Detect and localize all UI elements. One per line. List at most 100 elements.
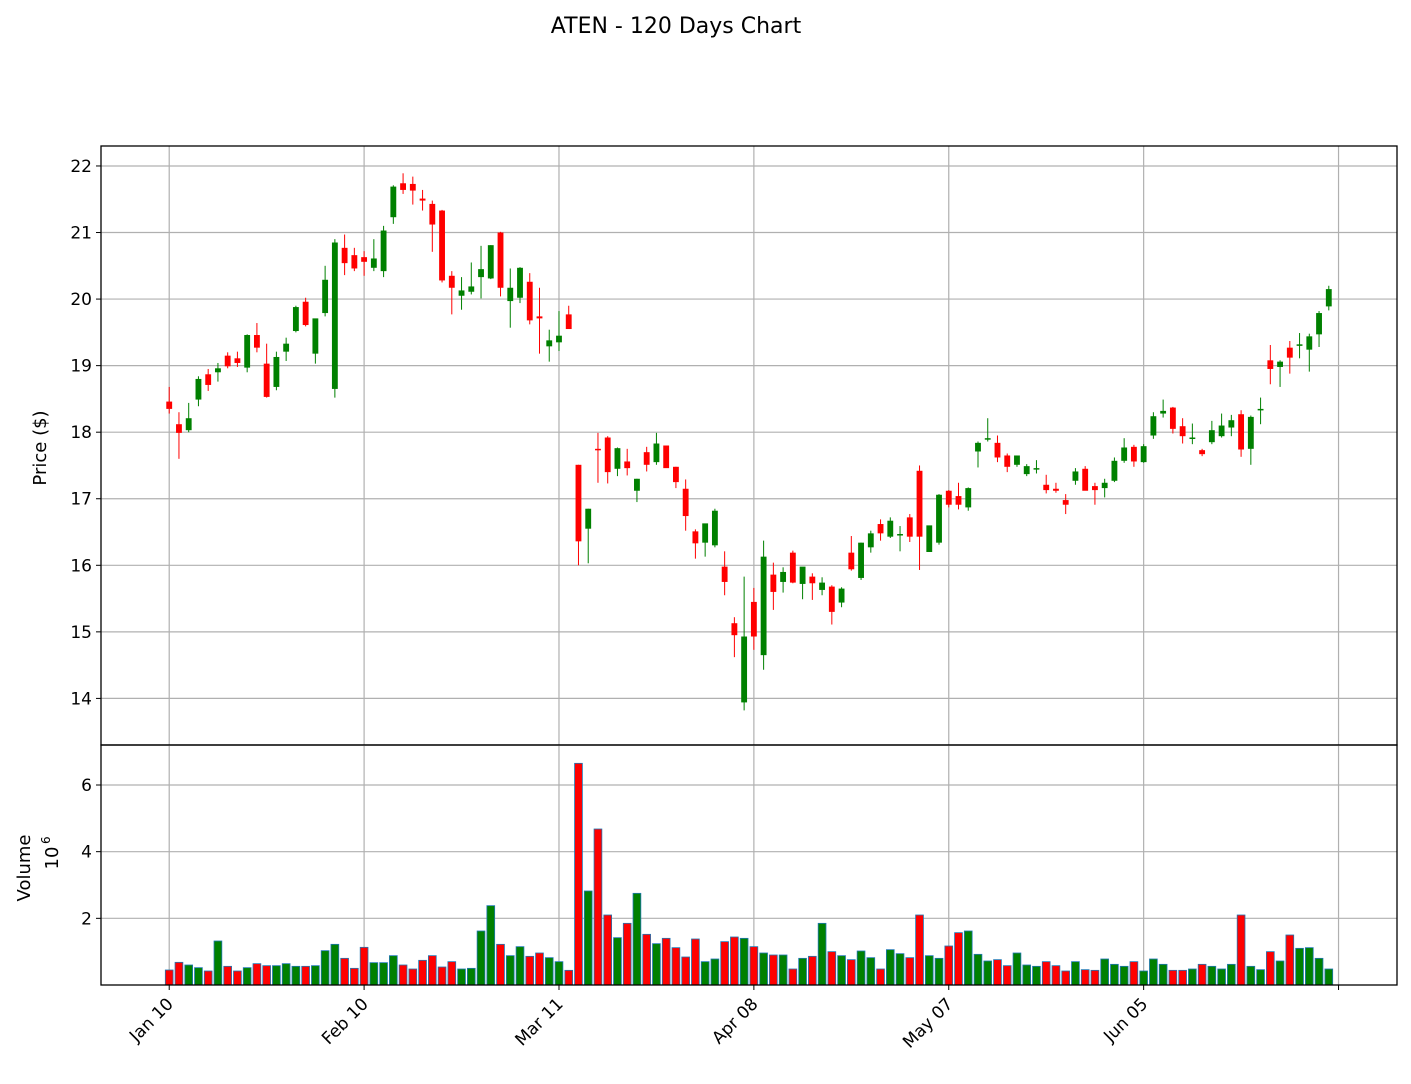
candle-body [224, 355, 231, 367]
volume-bar [476, 930, 486, 986]
candle-body [517, 267, 523, 298]
volume-bar [1324, 968, 1334, 986]
volume-bar [242, 967, 252, 986]
candle-body [1316, 313, 1322, 335]
candle-body [760, 556, 767, 656]
volume-bar [632, 892, 642, 986]
candle-body [1062, 500, 1069, 505]
candle-body [1004, 455, 1011, 467]
volume-bar [574, 762, 583, 986]
candle-body [789, 552, 796, 583]
price-y-tick-label: 14 [70, 689, 92, 709]
candle-body [663, 445, 670, 469]
volume-bar [1256, 969, 1265, 986]
volume-bar [535, 952, 544, 986]
volume-bar [184, 964, 193, 986]
volume-bar [681, 956, 690, 986]
volume-bar [915, 914, 924, 986]
volume-bar [389, 955, 398, 986]
volume-bar [739, 937, 749, 986]
candle-body [858, 542, 864, 578]
price-y-tick-label: 15 [70, 623, 92, 643]
candle-body [1286, 347, 1293, 358]
candle-body [702, 523, 709, 543]
volume-bar [837, 955, 846, 986]
candle-body [331, 242, 338, 389]
candle-body [185, 418, 192, 431]
candle-body [1072, 471, 1079, 481]
volume-bar [350, 967, 359, 986]
volume-bar [808, 955, 817, 986]
candle-body [487, 245, 494, 279]
volume-bar [885, 949, 895, 986]
candle-body [1306, 336, 1313, 350]
candle-body [322, 279, 329, 314]
volume-bar [437, 966, 447, 986]
volume-bar [622, 922, 632, 986]
candle-body [936, 494, 942, 543]
candle-body [468, 286, 475, 292]
candle-body [692, 531, 699, 544]
volume-bar [954, 932, 963, 986]
candle-body [897, 534, 903, 536]
volume-bar [1139, 970, 1148, 986]
volume-y-tick-label: 4 [81, 843, 92, 863]
candle-body [292, 307, 299, 332]
volume-bar [603, 914, 613, 986]
price-candles [166, 173, 1332, 711]
candle-body [302, 301, 309, 326]
volume-bar [213, 940, 223, 986]
volume-bar [1158, 963, 1168, 986]
volume-bar [778, 954, 788, 986]
volume-bar [1246, 965, 1256, 986]
volume-bar [1305, 947, 1314, 986]
volume-bar [466, 967, 476, 986]
candle-body [604, 437, 611, 473]
volume-bar [418, 959, 427, 986]
candle-body [400, 183, 406, 190]
volume-bar [408, 968, 418, 986]
x-tick-label: Feb 10 [318, 994, 373, 1049]
candle-body [1208, 430, 1215, 443]
volume-panel: 2 4 6 Volume 10 6 [14, 744, 1398, 986]
x-tick-label: Mar 11 [512, 994, 568, 1050]
candle-body [1218, 425, 1225, 437]
candle-body [770, 574, 777, 592]
price-panel-frame [100, 145, 1398, 746]
candle-body [1247, 416, 1254, 449]
candle-body [380, 230, 387, 272]
price-grid [101, 146, 1397, 745]
volume-bars [164, 762, 1334, 986]
volume-bar [301, 965, 310, 986]
volume-bar [505, 955, 515, 986]
candle-body [1257, 408, 1264, 411]
volume-bar [1110, 963, 1119, 986]
candle-body [205, 374, 212, 385]
x-tick-label: Jan 10 [125, 994, 178, 1047]
candle-body [984, 438, 991, 440]
candle-body [1101, 482, 1108, 489]
volume-bar [1168, 969, 1178, 986]
volume-bar [710, 958, 720, 986]
volume-bar [340, 957, 349, 986]
volume-bar [281, 963, 291, 986]
candle-body [283, 343, 290, 352]
candle-body [585, 508, 592, 529]
candle-body [965, 488, 972, 508]
candle-body [955, 496, 962, 505]
price-y-label: Price ($) [30, 410, 51, 485]
volume-bar [652, 943, 661, 986]
candle-body [351, 255, 358, 269]
candle-body [1033, 468, 1040, 470]
candle-body [711, 510, 718, 546]
candle-body [244, 335, 251, 368]
candle-body [1014, 455, 1020, 465]
volume-bar [252, 963, 262, 986]
volume-bar [749, 946, 759, 986]
volume-bar [759, 952, 768, 986]
volume-bar [379, 962, 388, 986]
candle-body [750, 601, 757, 637]
candle-body [926, 525, 933, 552]
volume-bar [1178, 969, 1187, 986]
volume-bar [233, 970, 242, 986]
